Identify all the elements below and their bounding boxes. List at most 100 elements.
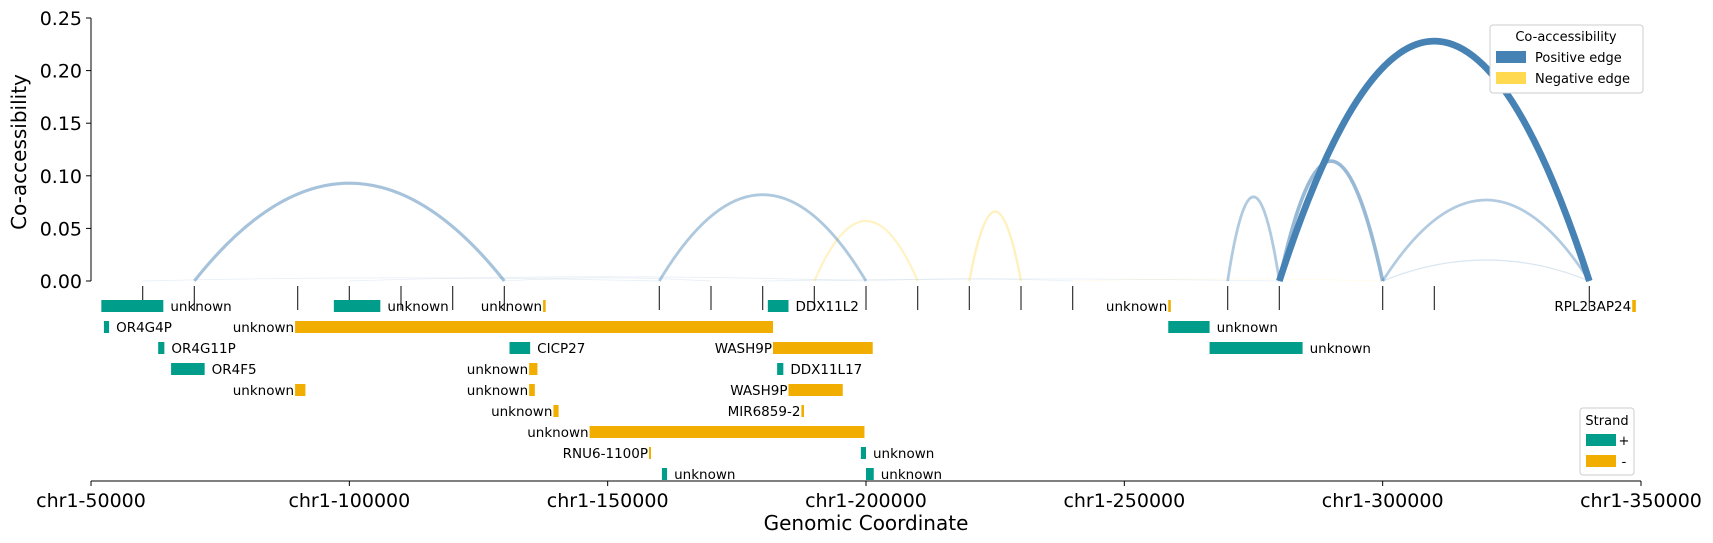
- plus-strand-gene-bar: [866, 468, 874, 480]
- strand-legend-title: Strand: [1585, 414, 1628, 429]
- gene-label: unknown: [481, 299, 542, 315]
- gene-label: unknown: [674, 467, 735, 483]
- y-axis: 0.00 0.05 0.10 0.15 0.20 0.25: [40, 8, 92, 293]
- gene-label: OR4G11P: [171, 341, 235, 357]
- positive-edge-arc: [142, 277, 660, 282]
- positive-edge-arc: [865, 278, 1073, 282]
- plus-strand-swatch: [1586, 434, 1616, 446]
- gene-label: RPL23AP24: [1554, 299, 1631, 315]
- minus-strand-gene-bar: [529, 363, 538, 375]
- plus-strand-gene-bar: [860, 447, 866, 459]
- plus-strand-label: +: [1619, 434, 1630, 449]
- plus-strand-gene-bar: [101, 300, 164, 312]
- y-tick-label: 0.00: [40, 271, 82, 293]
- minus-strand-gene-bar: [649, 447, 651, 459]
- y-tick-label: 0.25: [40, 8, 82, 30]
- gene-label: unknown: [170, 299, 231, 315]
- gene-label: unknown: [233, 320, 294, 336]
- gene-label: unknown: [467, 383, 528, 399]
- minus-strand-gene-bar: [553, 405, 559, 417]
- positive-edge-swatch: [1496, 51, 1526, 63]
- gene-label: MIR6859-2: [728, 404, 801, 420]
- minus-strand-label: -: [1622, 455, 1627, 470]
- x-axis: chr1-50000 chr1-100000 chr1-150000 chr1-200…: [36, 480, 1702, 512]
- minus-strand-gene-bar: [1632, 300, 1636, 312]
- minus-strand-gene-bar: [1168, 300, 1171, 312]
- coaccessibility-legend-frame: [1489, 24, 1644, 94]
- gene-label: OR4G4P: [116, 320, 172, 336]
- positive-edge-arc: [1277, 159, 1385, 282]
- plus-strand-gene-bar: [509, 342, 531, 354]
- positive-edge-arc: [1381, 198, 1591, 282]
- negative-edge-swatch: [1496, 72, 1526, 84]
- gene-label: unknown: [233, 383, 294, 399]
- negative-edge-label: Negative edge: [1535, 72, 1630, 87]
- coaccessibility-legend: Co-accessibility Positive edge Negative …: [1489, 24, 1644, 94]
- negative-edge-arc: [1072, 278, 1383, 282]
- x-axis-title: Genomic Coordinate: [764, 511, 969, 535]
- plus-strand-gene-bar: [777, 363, 784, 375]
- minus-strand-gene-bar: [295, 321, 773, 333]
- x-tick-label: chr1-100000: [288, 490, 410, 512]
- x-tick-label: chr1-150000: [547, 490, 669, 512]
- minus-strand-gene-bar: [801, 405, 804, 417]
- y-tick-label: 0.10: [40, 166, 82, 188]
- gene-label: WASH9P: [715, 341, 772, 357]
- positive-edge-arc: [349, 276, 867, 282]
- plus-strand-gene-bar: [171, 363, 205, 375]
- plus-strand-gene-bar: [661, 468, 668, 480]
- plus-strand-gene-bar: [767, 300, 789, 312]
- positive-edge-arc: [1226, 195, 1281, 282]
- minus-strand-gene-bar: [295, 384, 306, 396]
- minus-strand-gene-bar: [589, 426, 865, 438]
- x-tick-label: chr1-300000: [1322, 490, 1444, 512]
- gene-label: unknown: [1310, 341, 1371, 357]
- positive-edge-label: Positive edge: [1535, 51, 1622, 66]
- minus-strand-gene-bar: [773, 342, 873, 354]
- gene-label: unknown: [491, 404, 552, 420]
- positive-edge-arc: [658, 193, 868, 282]
- positive-edge-arc: [762, 278, 1280, 282]
- x-tick-label: chr1-50000: [36, 490, 146, 512]
- plus-strand-gene-bar: [1209, 342, 1303, 354]
- coaccessibility-legend-title: Co-accessibility: [1515, 30, 1617, 45]
- plus-strand-gene-bar: [103, 321, 110, 333]
- gene-label: unknown: [387, 299, 448, 315]
- positive-edge-arc: [193, 181, 506, 282]
- minus-strand-swatch: [1586, 455, 1616, 467]
- gene-label: RNU6-1100P: [563, 446, 648, 462]
- positive-edge-arc: [504, 277, 712, 282]
- plus-strand-gene-bar: [158, 342, 165, 354]
- gene-label: CICP27: [537, 341, 585, 357]
- y-tick-label: 0.15: [40, 113, 82, 135]
- y-tick-label: 0.05: [40, 218, 82, 240]
- minus-strand-gene-bar: [529, 384, 535, 396]
- gene-label: DDX11L2: [796, 299, 859, 315]
- gene-label: unknown: [467, 362, 528, 378]
- negative-edge-arc: [813, 220, 919, 282]
- x-tick-label: chr1-350000: [1580, 490, 1702, 512]
- gene-label: DDX11L17: [790, 362, 862, 378]
- gene-label: WASH9P: [730, 383, 787, 399]
- gene-label: OR4F5: [212, 362, 257, 378]
- negative-edge-arc: [968, 210, 1023, 282]
- y-tick-label: 0.20: [40, 61, 82, 83]
- strand-legend: Strand + -: [1579, 407, 1635, 476]
- positive-edge-arc: [1382, 259, 1590, 282]
- x-tick-label: chr1-250000: [1063, 490, 1185, 512]
- gene-track: unknown unknown unknown DDX11L2 unknown RPL23…: [101, 299, 1636, 483]
- gene-label: unknown: [881, 467, 942, 483]
- gene-label: unknown: [1106, 299, 1167, 315]
- x-tick-label: chr1-200000: [805, 490, 927, 512]
- plus-strand-gene-bar: [1168, 321, 1210, 333]
- gene-label: unknown: [1217, 320, 1278, 336]
- gene-label: unknown: [527, 425, 588, 441]
- minus-strand-gene-bar: [543, 300, 546, 312]
- y-axis-title: Co-accessibility: [7, 74, 31, 230]
- coaccessibility-arcs: [142, 37, 1593, 283]
- peak-markers: [142, 286, 1590, 310]
- positive-edge-arc: [1276, 37, 1593, 283]
- minus-strand-gene-bar: [788, 384, 843, 396]
- gene-label: unknown: [873, 446, 934, 462]
